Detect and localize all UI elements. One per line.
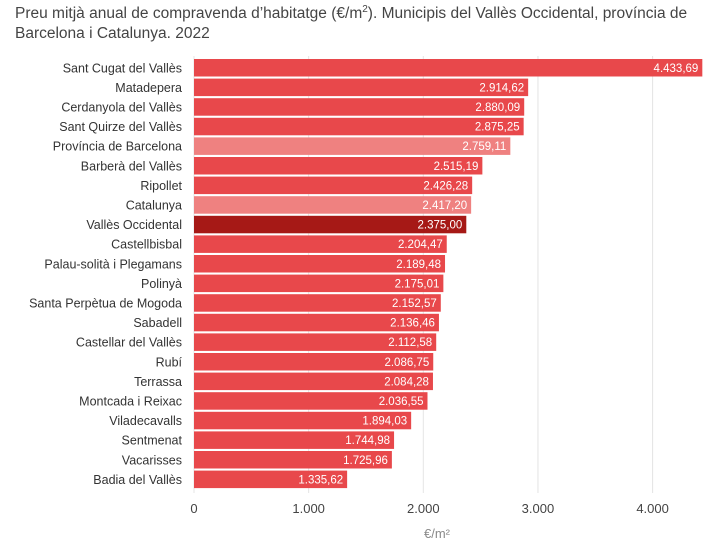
chart-title-main: Preu mitjà anual de compravenda d’habita…	[15, 5, 363, 22]
value-label: 2.914,62	[479, 82, 524, 94]
category-label: Rubí	[156, 355, 183, 369]
bar	[194, 431, 395, 449]
bars	[194, 59, 703, 489]
bar	[194, 176, 473, 195]
category-label: Sant Cugat del Vallès	[63, 61, 182, 75]
bar	[194, 215, 467, 234]
bar	[194, 333, 437, 351]
x-axis-ticks: 0 1.000 2.000 3.000 4.000	[190, 501, 668, 516]
value-label: 2.152,57	[392, 298, 437, 310]
value-label: 1.725,96	[343, 455, 388, 467]
value-label: 1.894,03	[362, 416, 407, 428]
value-labels: 4.433,69 2.914,62 2.880,09 2.875,25 2.759,11…	[298, 63, 698, 487]
category-label: Barberà del Vallès	[81, 159, 182, 173]
category-labels: Sant Cugat del Vallès Matadepera Cerdanyol…	[29, 61, 182, 487]
category-label: Montcada i Reixac	[79, 394, 182, 408]
category-label: Palau-solità i Plegamans	[44, 257, 182, 271]
category-label: Sentmenat	[122, 434, 183, 448]
category-label: Santa Perpètua de Mogoda	[29, 296, 182, 310]
value-label: 4.433,69	[654, 63, 699, 75]
bar	[194, 157, 483, 175]
value-label: 2.112,58	[388, 337, 432, 349]
value-label: 2.136,46	[390, 318, 435, 330]
bar	[194, 196, 472, 214]
bar	[194, 98, 525, 116]
x-tick-label: 1.000	[292, 501, 325, 516]
x-axis-label: €/m²	[424, 526, 451, 541]
bar	[194, 78, 529, 97]
chart-title-superscript: 2	[362, 3, 368, 15]
bar	[194, 313, 439, 332]
category-label: Província de Barcelona	[53, 140, 182, 154]
bar	[194, 392, 428, 410]
category-label: Sabadell	[133, 316, 182, 330]
value-label: 1.744,98	[345, 435, 390, 447]
bar	[194, 117, 524, 136]
bar	[194, 470, 348, 489]
chart-title: Preu mitjà anual de compravenda d’habita…	[15, 4, 705, 44]
category-label: Polinyà	[141, 277, 182, 291]
value-label: 2.375,00	[418, 220, 463, 232]
value-label: 2.036,55	[379, 396, 424, 408]
category-label: Matadepera	[115, 81, 182, 95]
category-label: Ripollet	[140, 179, 182, 193]
bar	[194, 137, 511, 155]
bar	[194, 255, 446, 273]
value-label: 2.189,48	[396, 259, 441, 271]
value-label: 2.417,20	[422, 200, 467, 212]
category-label: Vallès Occidental	[86, 218, 182, 232]
bar	[194, 451, 392, 469]
value-label: 2.204,47	[398, 239, 443, 251]
value-label: 2.084,28	[384, 376, 429, 388]
category-label: Cerdanyola del Vallès	[61, 100, 182, 114]
value-label: 2.880,09	[475, 102, 520, 114]
category-label: Vacarisses	[122, 453, 182, 467]
category-label: Sant Quirze del Vallès	[59, 120, 182, 134]
bar	[194, 294, 441, 312]
x-tick-label: 4.000	[636, 501, 669, 516]
value-label: 2.515,19	[434, 161, 479, 173]
x-tick-label: 0	[190, 501, 197, 516]
bar	[194, 235, 447, 253]
bar	[194, 411, 412, 430]
value-label: 2.759,11	[462, 141, 506, 153]
x-tick-label: 3.000	[522, 501, 555, 516]
category-label: Catalunya	[126, 198, 182, 212]
category-label: Castellbisbal	[111, 238, 182, 252]
value-label: 2.875,25	[475, 122, 520, 134]
value-label: 1.335,62	[298, 474, 343, 486]
value-label: 2.426,28	[423, 180, 468, 192]
bar	[194, 353, 434, 371]
bar	[194, 274, 444, 293]
category-label: Viladecavalls	[109, 414, 182, 428]
x-tick-label: 2.000	[407, 501, 440, 516]
category-label: Badia del Vallès	[93, 473, 182, 487]
bar	[194, 59, 703, 77]
value-label: 2.175,01	[395, 278, 440, 290]
bar	[194, 372, 433, 391]
value-label: 2.086,75	[384, 357, 429, 369]
chart-title-rest: ). Municipis del Vallès Occidental, prov…	[15, 5, 688, 42]
category-label: Terrassa	[134, 375, 182, 389]
category-label: Castellar del Vallès	[76, 336, 182, 350]
